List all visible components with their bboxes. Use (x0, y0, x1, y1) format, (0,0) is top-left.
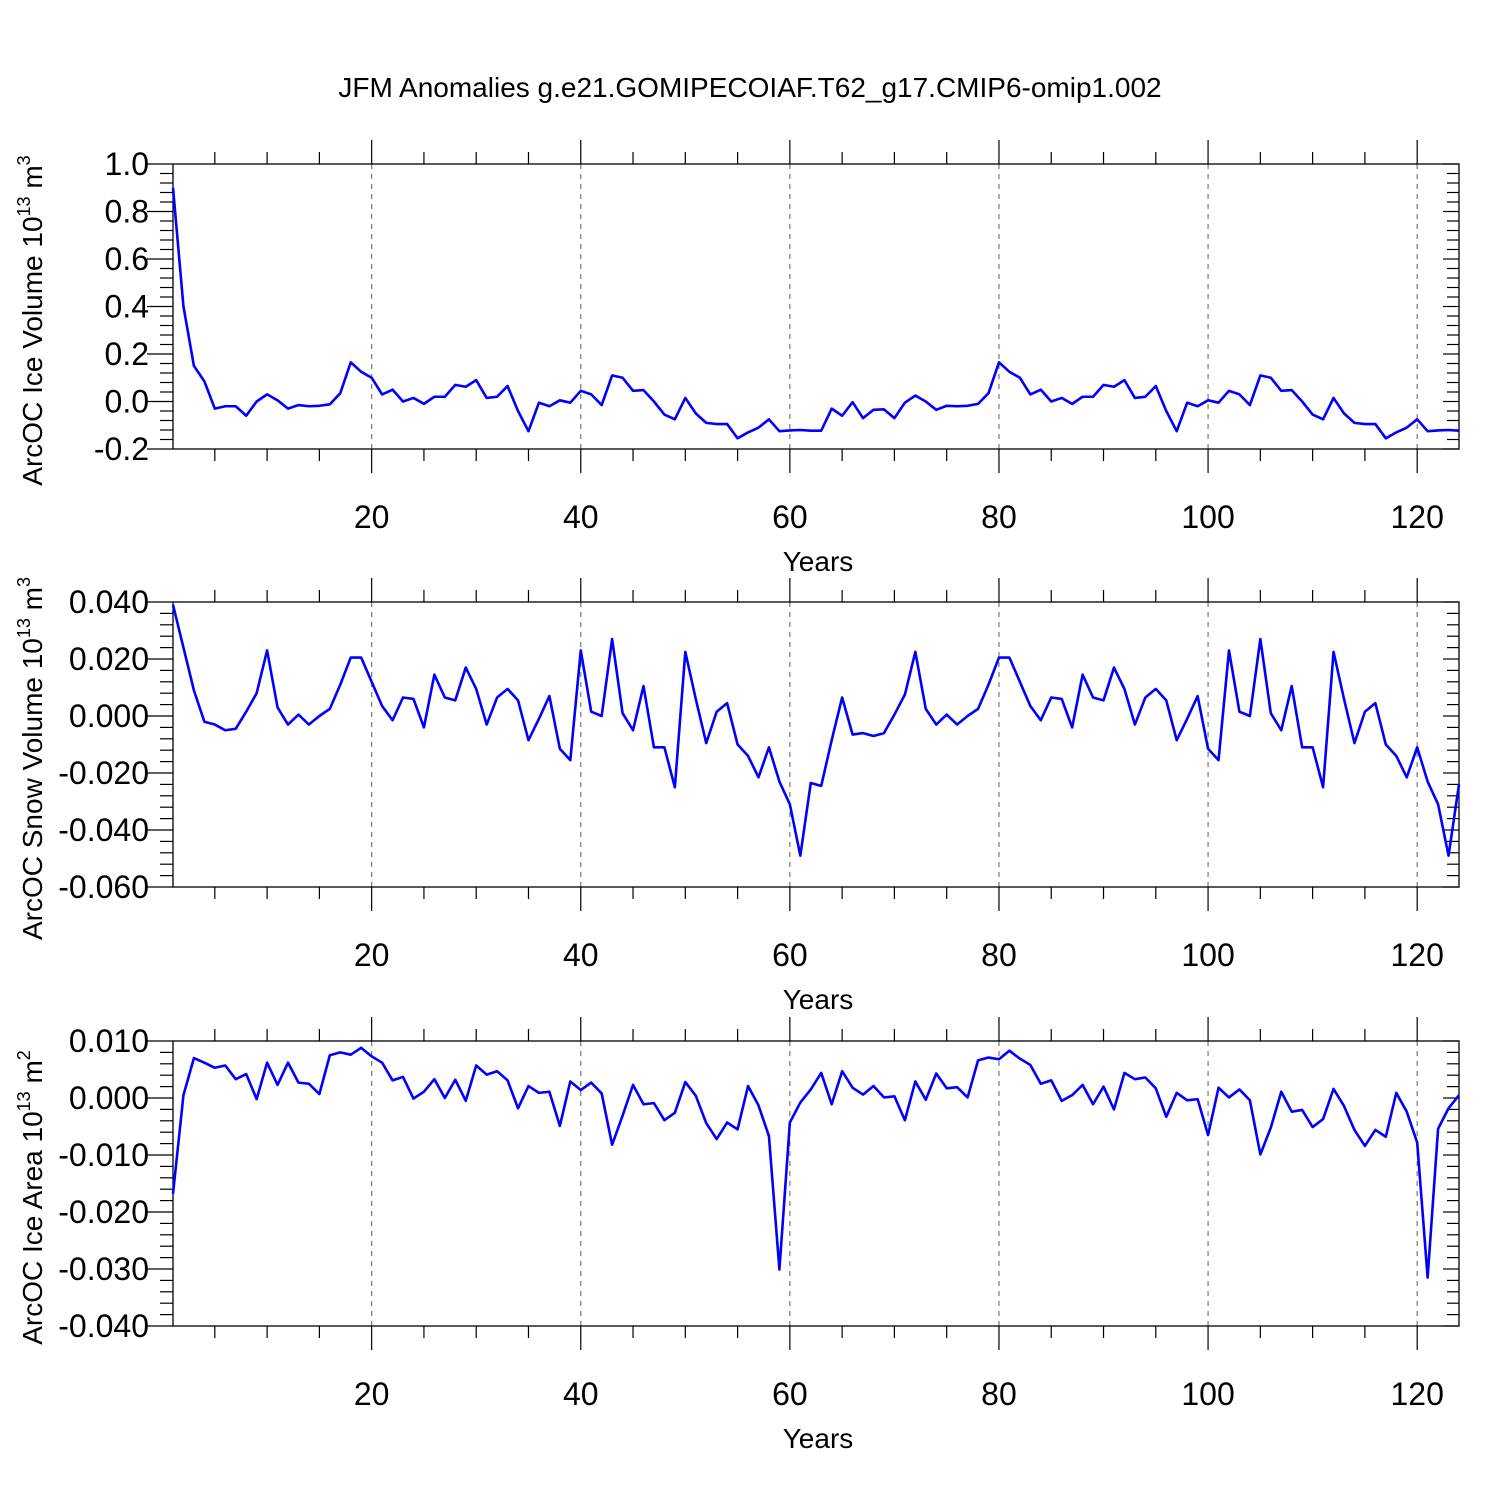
x-tick-label: 80 (981, 937, 1017, 973)
x-tick-label: 40 (563, 1376, 599, 1412)
x-tick-label: 60 (772, 937, 808, 973)
y-axis-title-superscript: 13 (14, 1091, 34, 1111)
y-axis-title-superscript: 13 (14, 196, 34, 216)
y-axis-title-superscript: 3 (14, 155, 34, 165)
y-tick-label: 0.4 (105, 289, 149, 325)
y-axis-title: ArcOC Ice Area 1013 m2 (14, 1050, 48, 1345)
y-axis-title-superscript: 13 (14, 618, 34, 638)
y-tick-label: 0.6 (105, 241, 149, 277)
panel-1: 20 40 60 80 100 120 1.0 0.8 0.6 0.4 0.2 0.0 -0.2 Year… (14, 140, 1460, 577)
y-tick-label: 1.0 (105, 146, 149, 182)
x-axis-title: Years (783, 546, 854, 577)
x-tick-label: 80 (981, 1376, 1017, 1412)
y-axis-title: ArcOC Snow Volume 1013 m3 (14, 577, 48, 940)
x-tick-label: 100 (1181, 499, 1234, 535)
x-axis-title: Years (783, 1423, 854, 1454)
y-axis-title-part: ArcOC Ice Volume 10 (17, 216, 48, 485)
x-axis-title: Years (783, 984, 854, 1015)
x-tick-label: 100 (1181, 1376, 1234, 1412)
y-tick-label: 0.000 (69, 1080, 149, 1116)
series-line (171, 1046, 1461, 1279)
series-line (171, 187, 1460, 440)
y-axis-title-part: m (17, 1060, 48, 1091)
plot-frame (172, 163, 1460, 450)
y-tick-label: 0.8 (105, 194, 149, 230)
x-tick-label: 120 (1390, 1376, 1443, 1412)
y-axis-title: ArcOC Ice Volume 1013 m3 (14, 155, 48, 485)
y-tick-label: -0.010 (58, 1137, 149, 1173)
y-axis-title-part: m (17, 587, 48, 618)
x-tick-label: 40 (563, 937, 599, 973)
y-tick-label: 0.2 (105, 336, 149, 372)
y-tick-label: 0.010 (69, 1023, 149, 1059)
y-tick-label: 0.040 (69, 584, 149, 620)
y-tick-label: 0.0 (105, 384, 149, 420)
y-tick-label: 0.000 (69, 698, 149, 734)
y-axis-title-superscript: 2 (14, 1050, 34, 1060)
x-tick-label: 40 (563, 499, 599, 535)
series-line (171, 604, 1461, 857)
x-tick-label: 20 (354, 1376, 390, 1412)
x-tick-label: 100 (1181, 937, 1234, 973)
y-tick-label: -0.060 (58, 869, 149, 905)
y-axis-title-superscript: 3 (14, 577, 34, 587)
x-tick-label: 120 (1390, 499, 1443, 535)
y-tick-label: -0.040 (58, 1308, 149, 1344)
y-axis-title-part: m (17, 165, 48, 196)
panel-3: 20 40 60 80 100 120 0.010 0.000 -0.010 -0.020 -0.0… (14, 1017, 1461, 1454)
y-tick-label: -0.020 (58, 755, 149, 791)
x-tick-label: 60 (772, 1376, 808, 1412)
y-tick-label: -0.020 (58, 1194, 149, 1230)
panel-2: 20 40 60 80 100 120 0.040 0.020 0.000 -0.020 -0.04… (14, 577, 1461, 1015)
y-tick-label: -0.040 (58, 812, 149, 848)
x-tick-label: 60 (772, 499, 808, 535)
x-tick-label: 20 (354, 499, 390, 535)
y-axis-title-part: ArcOC Ice Area 10 (17, 1111, 48, 1344)
y-tick-label: 0.020 (69, 641, 149, 677)
x-tick-label: 120 (1390, 937, 1443, 973)
x-tick-label: 20 (354, 937, 390, 973)
y-axis-title-part: ArcOC Snow Volume 10 (17, 638, 48, 940)
y-tick-label: -0.2 (94, 431, 149, 467)
chart-title: JFM Anomalies g.e21.GOMIPECOIAF.T62_g17.… (338, 72, 1161, 103)
x-tick-label: 80 (981, 499, 1017, 535)
y-tick-label: -0.030 (58, 1251, 149, 1287)
plot-frame (172, 1040, 1460, 1327)
plot-frame (172, 601, 1460, 888)
